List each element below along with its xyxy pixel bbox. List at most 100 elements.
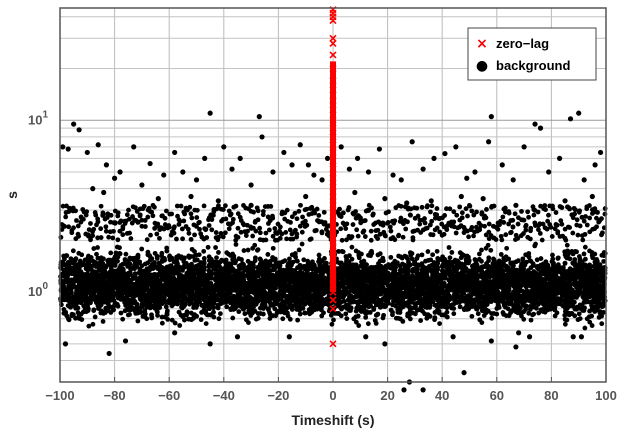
background-band-point [479, 258, 484, 264]
background-band-point [182, 255, 187, 261]
background-band-point [127, 261, 133, 267]
background-band-point [380, 255, 386, 261]
background-band-point [197, 226, 202, 232]
background-band-point [102, 280, 108, 286]
background-band-point [442, 274, 447, 279]
background-band-point [429, 218, 435, 224]
background-band-point [392, 266, 398, 272]
background-band-point [444, 309, 450, 315]
background-band-point [226, 226, 232, 232]
background-band-point [132, 271, 138, 276]
background-band-point [98, 226, 104, 232]
background-band-point [197, 299, 203, 305]
background-band-point [103, 228, 109, 234]
background-band-point [465, 213, 470, 219]
background-band-point [430, 232, 436, 238]
background-band-point [203, 227, 209, 233]
background-band-point [435, 267, 441, 273]
background-band-point [216, 250, 221, 255]
background-band-point [267, 227, 272, 233]
background-band-point [91, 246, 97, 251]
background-band-point [177, 323, 183, 328]
background-band-point [64, 253, 70, 259]
background-band-point [154, 231, 160, 237]
background-band-point [63, 214, 69, 220]
background-band-point [161, 295, 167, 301]
background-band-point [257, 230, 263, 236]
background-band-point [145, 214, 151, 220]
background-band-point [424, 204, 430, 210]
background-band-point [139, 223, 145, 229]
background-band-point [182, 317, 187, 323]
background-band-point [295, 317, 301, 323]
background-band-point [304, 222, 310, 228]
background-band-point [331, 317, 336, 323]
background-band-point [407, 262, 413, 268]
background-band-point [466, 203, 472, 208]
background-band-point [132, 205, 138, 210]
background-band-point [437, 321, 442, 326]
background-band-point [169, 317, 175, 323]
background-band-point [429, 203, 435, 209]
background-band-point [118, 310, 124, 316]
background-band-point [95, 219, 101, 225]
background-band-point [260, 311, 266, 317]
background-band-point [201, 203, 207, 209]
background-band-point [354, 227, 360, 233]
background-band-point [441, 231, 447, 237]
background-band-point [180, 236, 185, 242]
background-band-point [70, 248, 76, 254]
background-band-point [397, 310, 403, 315]
background-band-point [144, 237, 150, 243]
background-band-point [71, 312, 76, 318]
background-band-point [447, 206, 453, 212]
background-band-point [112, 262, 118, 268]
background-band-point [201, 248, 207, 254]
background-band-point [175, 301, 180, 307]
background-band-point [400, 318, 406, 324]
background-band-point [434, 206, 440, 211]
background-band-point [337, 206, 342, 212]
background-band-point [313, 227, 319, 233]
background-band-point [372, 318, 378, 323]
background-band-point [134, 302, 140, 308]
background-band-point [348, 305, 354, 311]
background-band-point [192, 249, 197, 254]
background-band-point [187, 204, 193, 210]
background-band-point [120, 316, 126, 322]
background-band-point [287, 316, 293, 322]
background-band-point [299, 241, 305, 247]
background-band-point [270, 213, 275, 219]
background-band-point [294, 216, 300, 222]
background-band-point [152, 204, 157, 210]
background-band-point [171, 230, 177, 236]
background-band-point [165, 316, 171, 322]
background-band-point [141, 203, 147, 209]
background-band-point [61, 223, 67, 229]
background-band-point [277, 235, 283, 241]
background-band-point [230, 216, 236, 222]
background-band-point [224, 304, 230, 310]
background-band-point [265, 252, 271, 257]
background-band-point [100, 319, 106, 324]
background-band-point [181, 209, 187, 215]
background-band-point [217, 311, 223, 317]
background-band-point [270, 245, 276, 251]
background-band-point [66, 317, 72, 323]
background-band-point [134, 264, 140, 269]
background-band-point [205, 244, 211, 250]
background-band-point [174, 203, 180, 209]
background-band-point [223, 203, 228, 209]
background-band-point [232, 260, 238, 266]
background-band-point [114, 301, 120, 307]
background-band-point [375, 236, 381, 241]
background-band-point [392, 218, 398, 224]
background-band-point [340, 249, 346, 255]
background-band-point [355, 233, 361, 239]
background-band-point [194, 257, 200, 263]
background-band-point [375, 227, 381, 233]
background-band-point [365, 321, 371, 327]
background-band-point [343, 226, 349, 231]
background-band-point [88, 300, 93, 306]
background-band-point [124, 212, 130, 218]
